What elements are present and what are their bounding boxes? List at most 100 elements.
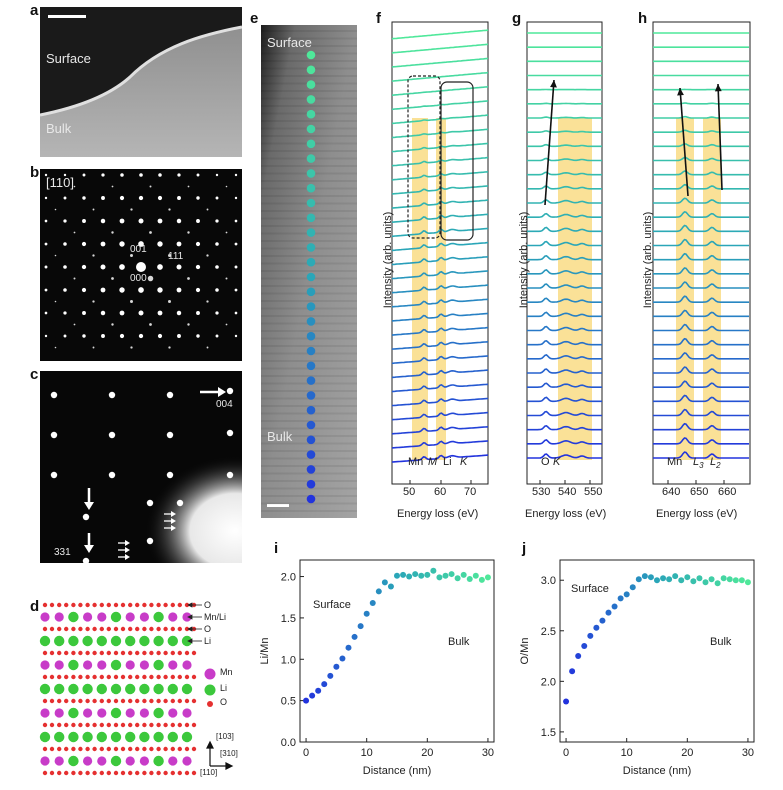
peak-label-l3-h: L3 [693,456,704,471]
manganese-atom [83,708,93,718]
lithium-atom [153,731,164,743]
manganese-atom [83,660,93,670]
oxygen-atom [92,746,97,752]
spectrum-curve-h [653,183,749,190]
diffraction-spot [119,241,125,247]
diffraction-spot-minor [92,254,95,257]
diffraction-spot [50,431,58,439]
diffraction-spot [166,391,174,399]
diffraction-spot [63,288,67,292]
x-tick-label: 0 [563,747,569,759]
lithium-atom [110,755,122,767]
probe-position-dot [306,109,316,119]
lithium-atom [68,683,79,695]
tick-f-60: 60 [434,486,447,498]
manganese-atom [83,756,93,766]
shift-arrow-icon [717,83,723,191]
spectrum-curve-g [527,410,602,417]
oxygen-atom [42,698,48,704]
label-surface-j: Surface [571,583,609,595]
diffraction-spot [195,241,201,247]
data-point [442,572,449,579]
panel-label-g: g [512,10,522,27]
spectrum-curve-h [653,281,749,289]
data-point [672,573,679,580]
data-point [702,579,709,586]
oxygen-atom [156,698,161,704]
oxygen-atom [99,626,104,632]
oxygen-atom [184,770,190,776]
x-tick-label: 20 [421,747,433,759]
lithium-atom [153,707,164,719]
oxygen-atom [57,746,62,752]
probe-position-dot [306,257,316,267]
shift-arrow-icon-head [714,84,722,92]
oxygen-atom [120,746,126,752]
diffraction-spot [63,311,67,315]
spectrum-curve-g [527,171,602,176]
tick-h-640: 640 [662,486,681,498]
spectrum-curve-f [391,284,489,294]
lithium-atom [39,635,51,647]
spectrum-curve-f [391,312,489,322]
data-point [696,575,703,582]
diffraction-spot [101,173,105,177]
lithium-atom [54,635,65,647]
lithium-atom [96,683,107,695]
oxygen-atom [142,698,147,704]
lithium-atom [181,683,193,695]
oxygen-atom [149,698,154,704]
data-point [430,567,437,574]
x-tick-label: 10 [361,747,373,759]
diffraction-spot [234,196,238,200]
oxygen-atom [177,722,182,728]
diffraction-spot-minor [73,323,76,326]
diffraction-spot-minor [130,300,133,303]
oxygen-atom [71,602,76,608]
data-point [321,681,328,688]
y-axis-label: Li/Mn [259,638,271,665]
data-point [466,576,473,583]
oxygen-atom [64,698,69,704]
diffraction-spot [136,262,146,272]
diffraction-spot-minor [225,185,228,188]
spectrum-curve-g [527,283,602,289]
diffraction-spot [44,311,48,315]
manganese-atom [182,612,192,622]
data-point [369,600,376,607]
tem-image-e: Surface Bulk [261,25,357,518]
lithium-atom [110,683,122,695]
diffraction-spot-minor [111,323,114,326]
data-point [690,578,697,585]
diffraction-spot [119,264,125,270]
data-point [569,668,576,675]
probe-position-dot [306,272,316,282]
oxygen-atom [170,770,175,776]
spectrum-curve-h [653,267,749,275]
lithium-atom [139,683,150,695]
probe-position-dot [306,287,316,297]
data-point [581,642,588,649]
lithium-atom [181,731,193,743]
diffraction-spot [119,218,125,224]
oxygen-atom [156,722,161,728]
oxygen-atom [78,650,83,656]
diffraction-spot [177,334,181,338]
shift-arrow-icon-head [677,88,684,96]
oxygen-atom [142,650,147,656]
probe-position-dot [306,405,316,415]
lithium-atom [96,731,107,743]
oxygen-atom [170,722,175,728]
spectrum-curve-h [653,156,749,162]
peak-label-k-f: K [460,456,468,468]
oxygen-atom [57,698,62,704]
row-label-o-1: O [204,600,212,610]
data-point [400,571,407,578]
probe-position-dot [306,361,316,371]
lithium-atom [110,707,122,719]
panel-label-b: b [30,164,40,181]
spectrum-curve-g [527,185,602,190]
oxygen-atom [170,746,175,752]
diffraction-spot [196,219,200,223]
diffraction-spot [166,431,174,439]
